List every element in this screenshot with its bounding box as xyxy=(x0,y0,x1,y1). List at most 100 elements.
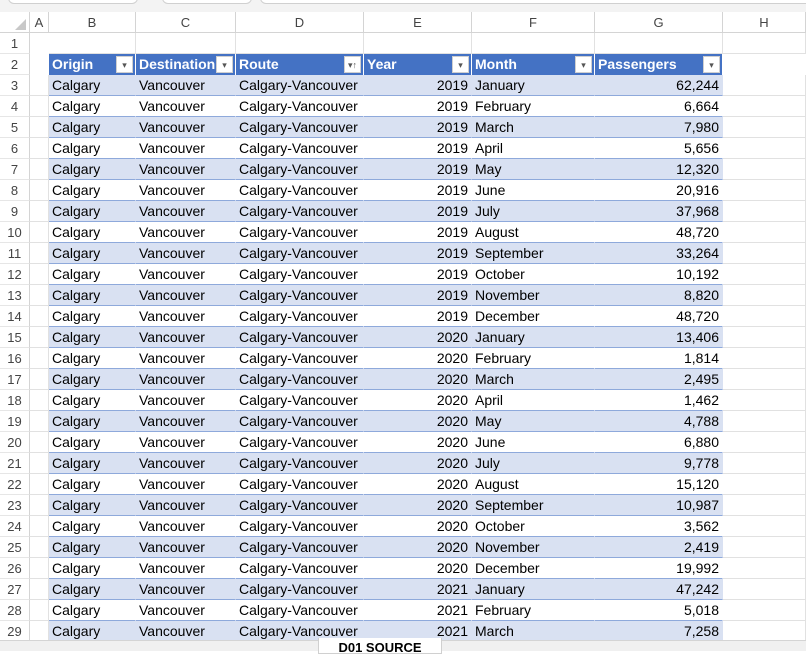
table-cell[interactable]: Vancouver xyxy=(136,243,236,264)
cell[interactable] xyxy=(30,390,49,411)
table-cell[interactable]: Calgary xyxy=(49,369,136,390)
table-cell[interactable]: Calgary xyxy=(49,537,136,558)
row-number[interactable]: 9 xyxy=(0,201,30,222)
row-number[interactable]: 1 xyxy=(0,33,30,54)
table-cell[interactable]: Calgary-Vancouver xyxy=(236,117,364,138)
table-cell[interactable]: Calgary xyxy=(49,306,136,327)
cell[interactable] xyxy=(723,75,806,96)
cell[interactable] xyxy=(30,117,49,138)
table-cell[interactable]: Calgary-Vancouver xyxy=(236,579,364,600)
table-cell[interactable]: February xyxy=(472,96,595,117)
table-cell[interactable]: 2019 xyxy=(364,159,472,180)
table-cell[interactable]: April xyxy=(472,138,595,159)
table-cell[interactable]: 1,462 xyxy=(595,390,723,411)
table-cell[interactable]: 2,495 xyxy=(595,369,723,390)
table-cell[interactable]: Calgary xyxy=(49,558,136,579)
cell[interactable] xyxy=(723,222,806,243)
table-cell[interactable]: Calgary-Vancouver xyxy=(236,495,364,516)
cell[interactable] xyxy=(30,537,49,558)
table-cell[interactable]: October xyxy=(472,264,595,285)
table-cell[interactable]: Calgary xyxy=(49,96,136,117)
table-cell[interactable]: Calgary-Vancouver xyxy=(236,474,364,495)
table-cell[interactable]: Calgary xyxy=(49,75,136,96)
table-cell[interactable]: Calgary-Vancouver xyxy=(236,159,364,180)
table-cell[interactable]: Calgary-Vancouver xyxy=(236,285,364,306)
table-cell[interactable]: 1,814 xyxy=(595,348,723,369)
table-cell[interactable]: 2019 xyxy=(364,306,472,327)
table-cell[interactable]: July xyxy=(472,453,595,474)
cell[interactable] xyxy=(30,495,49,516)
table-cell[interactable]: Vancouver xyxy=(136,621,236,642)
table-cell[interactable]: Vancouver xyxy=(136,474,236,495)
row-number[interactable]: 17 xyxy=(0,369,30,390)
table-cell[interactable]: Calgary-Vancouver xyxy=(236,432,364,453)
cell[interactable] xyxy=(723,306,806,327)
cell[interactable] xyxy=(723,96,806,117)
table-cell[interactable]: 2019 xyxy=(364,243,472,264)
table-cell[interactable]: Calgary-Vancouver xyxy=(236,306,364,327)
table-cell[interactable]: Calgary-Vancouver xyxy=(236,222,364,243)
table-cell[interactable]: 3,562 xyxy=(595,516,723,537)
table-cell[interactable]: Calgary xyxy=(49,453,136,474)
table-cell[interactable]: 2020 xyxy=(364,390,472,411)
cell[interactable] xyxy=(30,516,49,537)
row-number[interactable]: 19 xyxy=(0,411,30,432)
cell[interactable] xyxy=(723,327,806,348)
table-cell[interactable]: Calgary xyxy=(49,264,136,285)
table-cell[interactable]: Calgary xyxy=(49,159,136,180)
table-cell[interactable]: Vancouver xyxy=(136,579,236,600)
select-all-button[interactable] xyxy=(0,12,30,33)
row-number[interactable]: 2 xyxy=(0,54,30,75)
table-cell[interactable]: Calgary xyxy=(49,474,136,495)
table-cell[interactable]: Calgary-Vancouver xyxy=(236,75,364,96)
table-cell[interactable]: 7,258 xyxy=(595,621,723,642)
table-cell[interactable]: Calgary-Vancouver xyxy=(236,138,364,159)
table-cell[interactable]: Vancouver xyxy=(136,390,236,411)
table-cell[interactable]: August xyxy=(472,474,595,495)
row-number[interactable]: 22 xyxy=(0,474,30,495)
cell[interactable] xyxy=(30,348,49,369)
table-cell[interactable]: 2020 xyxy=(364,348,472,369)
cell[interactable] xyxy=(723,453,806,474)
filter-dropdown-icon[interactable]: ▾ xyxy=(575,56,592,73)
table-cell[interactable]: Calgary xyxy=(49,390,136,411)
table-cell[interactable]: Calgary-Vancouver xyxy=(236,453,364,474)
table-cell[interactable]: October xyxy=(472,516,595,537)
column-header-e[interactable]: E xyxy=(364,12,472,33)
table-cell[interactable]: Calgary xyxy=(49,285,136,306)
table-cell[interactable]: September xyxy=(472,243,595,264)
table-cell[interactable]: Calgary xyxy=(49,222,136,243)
table-cell[interactable]: 19,992 xyxy=(595,558,723,579)
cell[interactable] xyxy=(723,537,806,558)
table-cell[interactable]: December xyxy=(472,558,595,579)
toolbar-button[interactable] xyxy=(8,0,138,4)
table-cell[interactable]: Calgary-Vancouver xyxy=(236,96,364,117)
table-cell[interactable]: August xyxy=(472,222,595,243)
table-cell[interactable]: March xyxy=(472,117,595,138)
table-cell[interactable]: 4,788 xyxy=(595,411,723,432)
table-cell[interactable]: Vancouver xyxy=(136,138,236,159)
table-cell[interactable]: Calgary-Vancouver xyxy=(236,201,364,222)
table-cell[interactable]: Vancouver xyxy=(136,369,236,390)
table-cell[interactable]: 2019 xyxy=(364,75,472,96)
table-cell[interactable]: Vancouver xyxy=(136,75,236,96)
column-header-b[interactable]: B xyxy=(49,12,136,33)
table-cell[interactable]: Calgary-Vancouver xyxy=(236,558,364,579)
table-cell[interactable]: Vancouver xyxy=(136,558,236,579)
cell[interactable] xyxy=(723,495,806,516)
table-cell[interactable]: Calgary xyxy=(49,411,136,432)
cell[interactable] xyxy=(723,33,806,54)
table-cell[interactable]: Calgary-Vancouver xyxy=(236,390,364,411)
table-cell[interactable]: 2020 xyxy=(364,516,472,537)
table-cell[interactable]: 2021 xyxy=(364,600,472,621)
table-cell[interactable]: Calgary xyxy=(49,117,136,138)
cell[interactable] xyxy=(723,474,806,495)
table-cell[interactable]: 20,916 xyxy=(595,180,723,201)
cell[interactable] xyxy=(723,390,806,411)
filter-dropdown-icon[interactable]: ▾ xyxy=(116,56,133,73)
table-cell[interactable]: 10,192 xyxy=(595,264,723,285)
table-cell[interactable]: 2019 xyxy=(364,138,472,159)
row-number[interactable]: 25 xyxy=(0,537,30,558)
table-cell[interactable]: 2020 xyxy=(364,453,472,474)
table-cell[interactable]: Vancouver xyxy=(136,285,236,306)
